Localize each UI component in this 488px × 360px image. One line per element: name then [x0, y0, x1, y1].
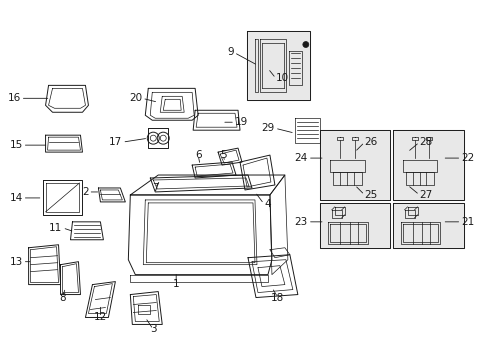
- Text: 26: 26: [364, 137, 377, 147]
- Text: 3: 3: [150, 324, 156, 334]
- Text: 10: 10: [275, 73, 288, 84]
- Text: 18: 18: [271, 293, 284, 302]
- Text: 11: 11: [49, 223, 62, 233]
- Text: 1: 1: [173, 279, 179, 289]
- Text: 7: 7: [152, 183, 158, 193]
- Circle shape: [302, 41, 308, 48]
- Text: 24: 24: [294, 153, 307, 163]
- Text: 12: 12: [94, 312, 107, 323]
- Text: 14: 14: [9, 193, 22, 203]
- Text: 9: 9: [227, 48, 234, 58]
- Text: 22: 22: [461, 153, 474, 163]
- Polygon shape: [246, 31, 309, 100]
- Text: 23: 23: [294, 217, 307, 227]
- Text: 16: 16: [7, 93, 20, 103]
- Text: 5: 5: [219, 150, 226, 160]
- Polygon shape: [319, 203, 389, 248]
- Text: 28: 28: [419, 137, 432, 147]
- Text: 19: 19: [235, 117, 248, 127]
- Text: 17: 17: [109, 137, 122, 147]
- Text: 4: 4: [264, 199, 270, 209]
- Polygon shape: [392, 130, 464, 200]
- Polygon shape: [392, 203, 464, 248]
- Text: 2: 2: [81, 187, 88, 197]
- Text: 27: 27: [419, 190, 432, 200]
- Text: 8: 8: [59, 293, 66, 302]
- Text: 6: 6: [194, 150, 201, 160]
- Text: 21: 21: [461, 217, 474, 227]
- Text: 15: 15: [9, 140, 22, 150]
- Text: 13: 13: [9, 257, 22, 267]
- Polygon shape: [319, 130, 389, 200]
- Text: 25: 25: [364, 190, 377, 200]
- Text: 20: 20: [129, 93, 142, 103]
- Text: 29: 29: [261, 123, 274, 133]
